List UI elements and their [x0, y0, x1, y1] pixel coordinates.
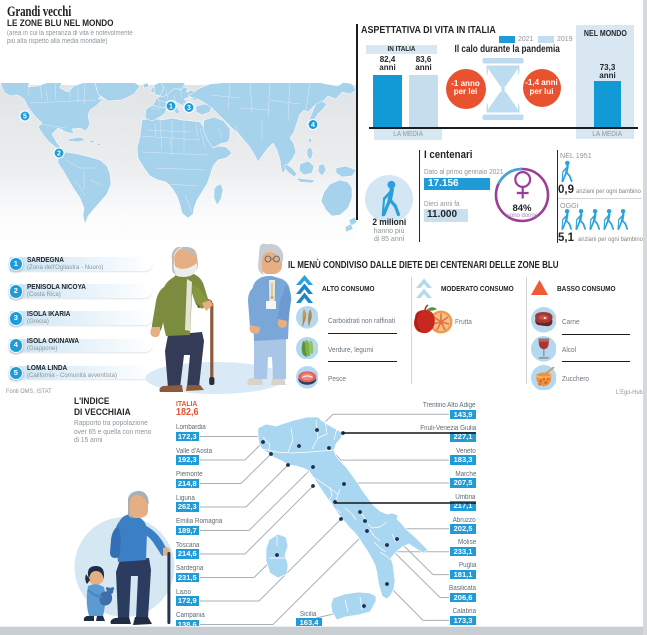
svg-text:4: 4 — [311, 122, 315, 129]
svg-text:2: 2 — [57, 151, 61, 158]
svg-text:5: 5 — [23, 114, 27, 121]
svg-text:3: 3 — [187, 105, 191, 112]
svg-text:1: 1 — [169, 104, 173, 111]
